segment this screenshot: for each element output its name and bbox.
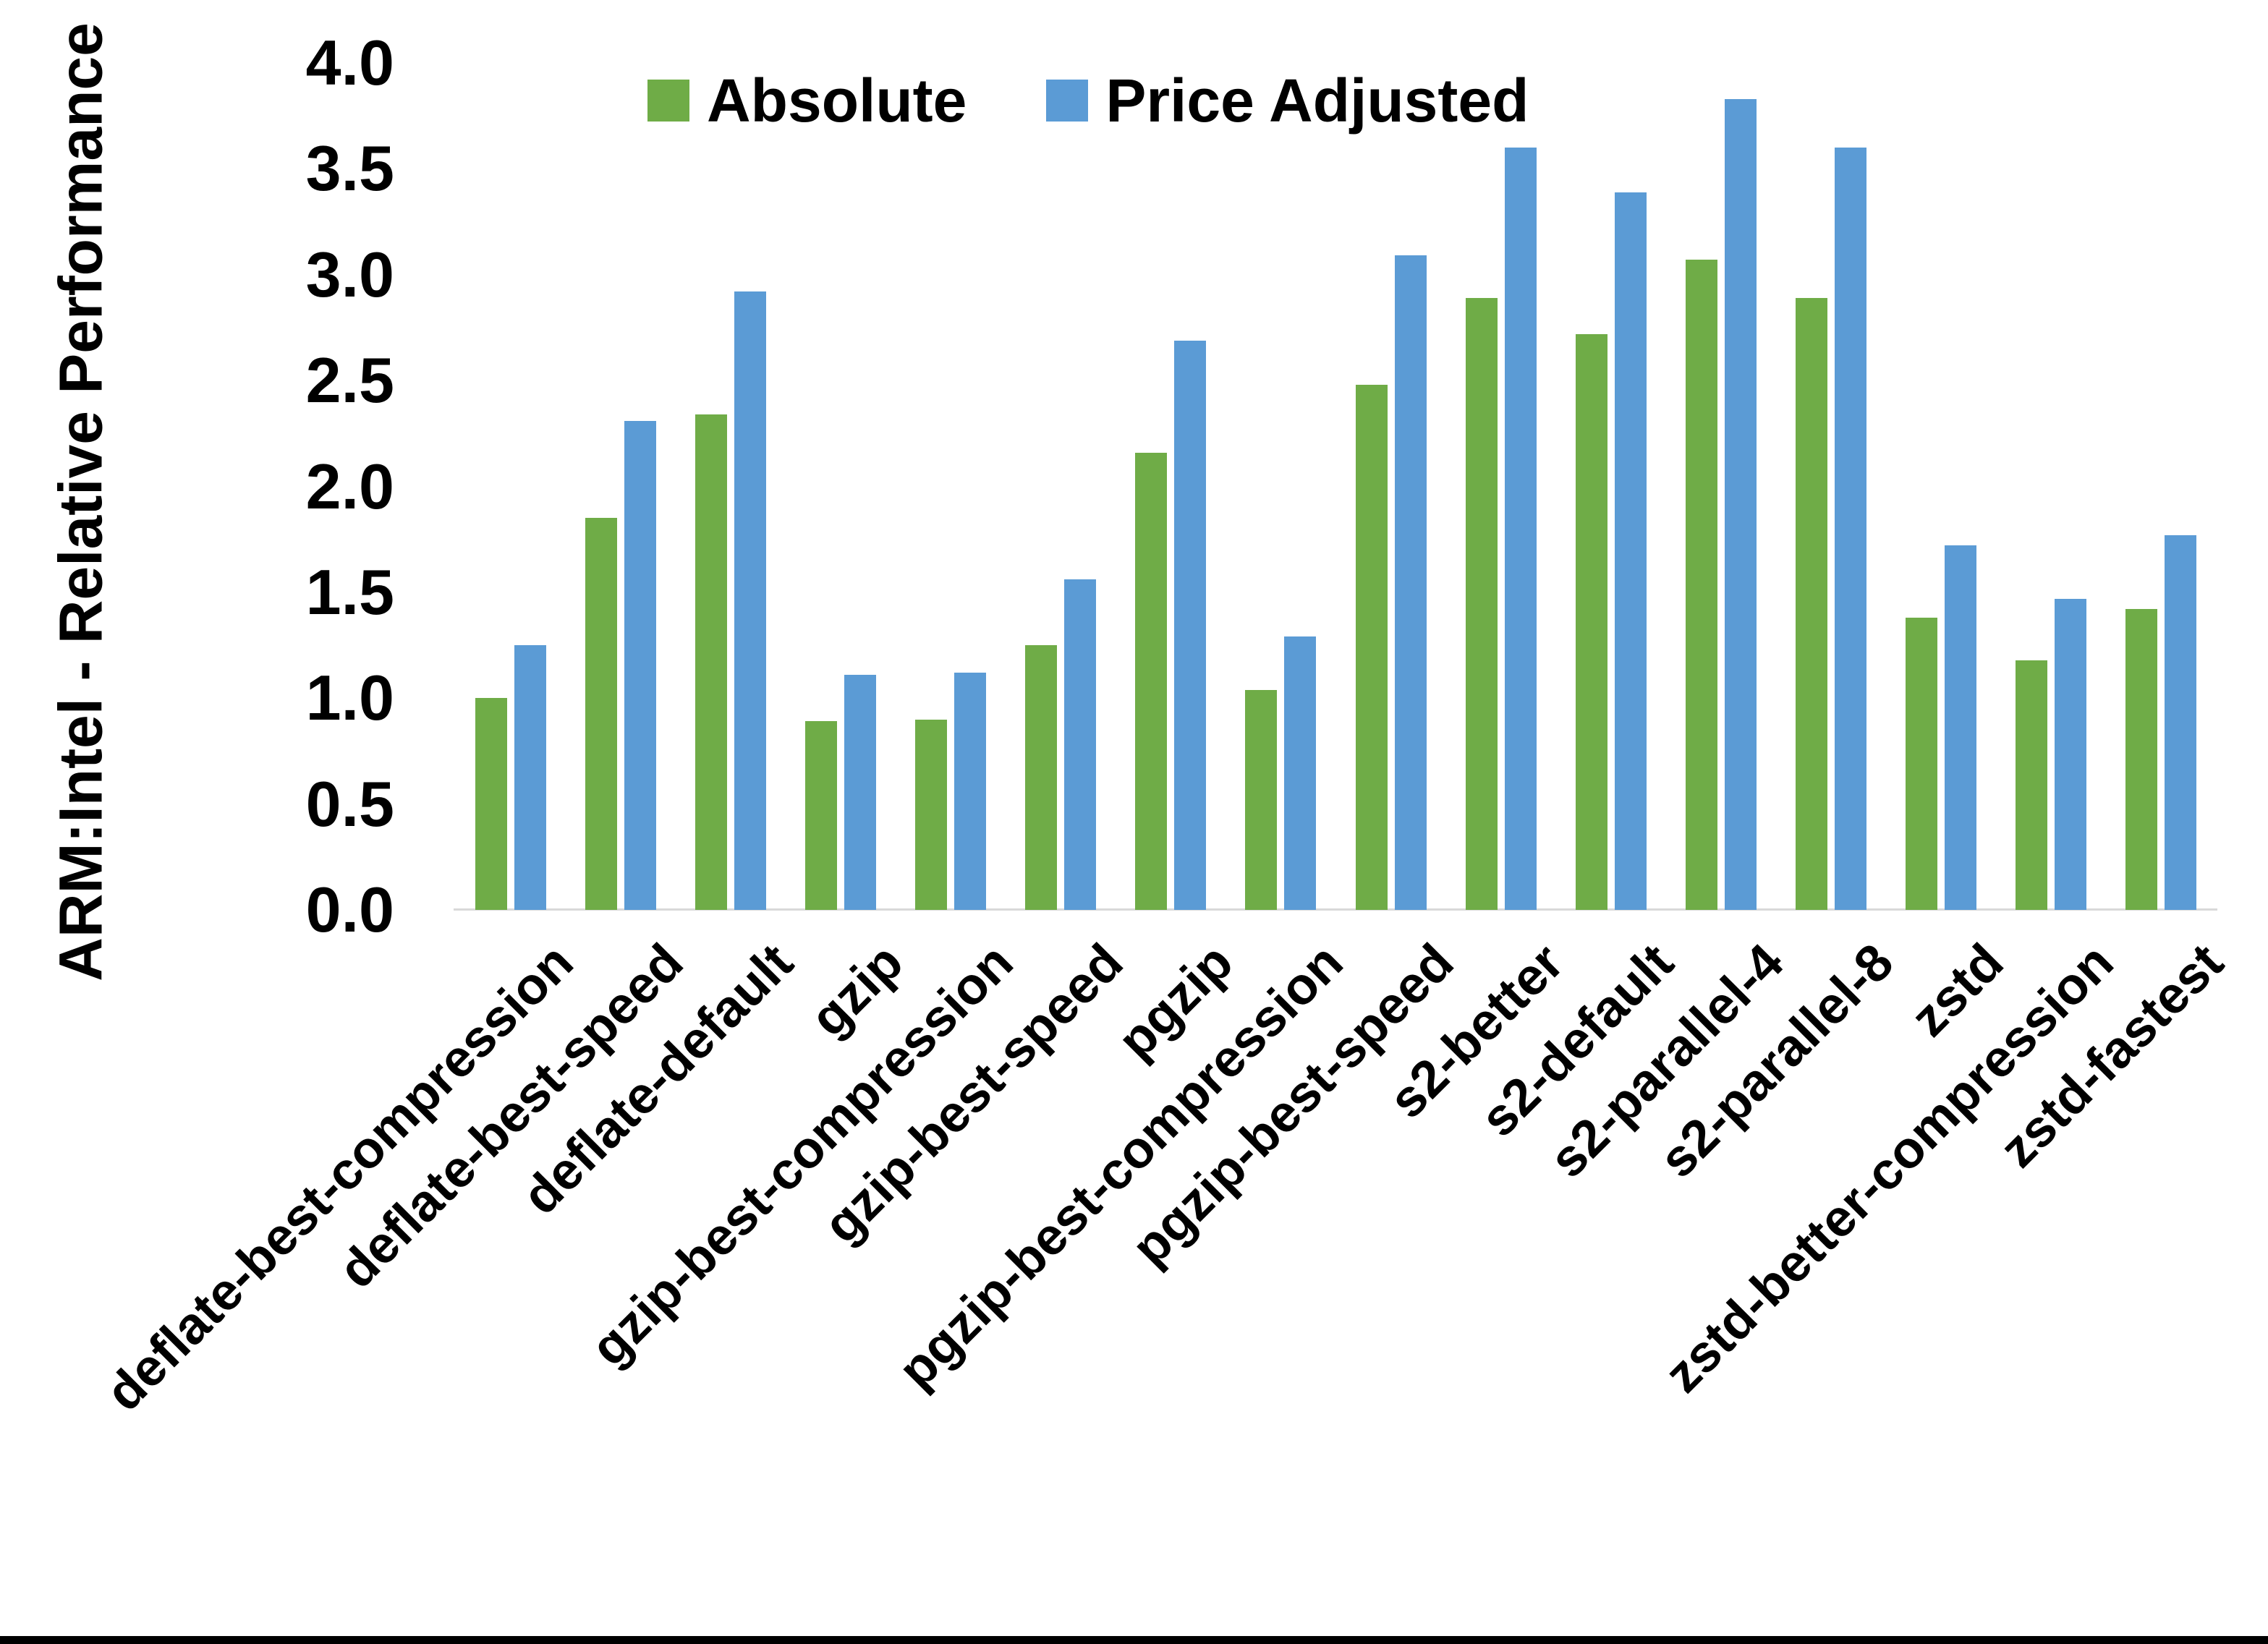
y-tick-label: 3.5 [305, 132, 394, 205]
y-tick-label: 1.5 [305, 555, 394, 628]
bar-price-adjusted [1064, 579, 1097, 910]
bar-absolute [475, 698, 508, 910]
bar-price-adjusted [1614, 192, 1647, 910]
bar-absolute [1355, 384, 1388, 910]
bar-absolute [1795, 297, 1827, 910]
y-tick-label: 4.0 [305, 27, 394, 98]
bar-price-adjusted [514, 645, 547, 910]
bar-absolute [2015, 660, 2047, 910]
bar-price-adjusted [734, 291, 767, 910]
bar-price-adjusted [2164, 534, 2196, 910]
y-tick-label: 0.0 [305, 874, 394, 945]
bottom-border [0, 1636, 2268, 1644]
legend-label: Absolute [707, 67, 967, 135]
legend-swatch [647, 80, 689, 122]
y-axis-title: ARM:Intel - Relative Performance [46, 22, 115, 981]
bar-absolute [915, 719, 948, 910]
legend: Absolute Price Adjusted [647, 67, 1529, 135]
bar-absolute [585, 518, 618, 910]
bar-absolute [805, 721, 838, 910]
bar-price-adjusted [844, 675, 877, 910]
bar-absolute [1575, 333, 1607, 910]
bar-absolute [1685, 260, 1717, 910]
bar-absolute [1025, 645, 1058, 910]
legend-item: Absolute [647, 67, 967, 135]
plot-area [456, 63, 2216, 910]
bar-price-adjusted [624, 420, 657, 910]
x-axis-line [454, 908, 2217, 911]
y-tick-label: 3.0 [305, 238, 394, 310]
bar-absolute [1135, 452, 1168, 910]
bar-price-adjusted [954, 673, 987, 910]
legend-label: Price Adjusted [1105, 67, 1529, 135]
bar-absolute [2125, 609, 2157, 910]
bar-absolute [695, 414, 728, 910]
bar-price-adjusted [1174, 340, 1207, 910]
x-tick-label: deflate-best-compression [95, 933, 585, 1423]
y-tick-label: 0.5 [305, 767, 394, 840]
y-tick-label: 2.5 [305, 344, 394, 417]
bar-absolute [1245, 689, 1278, 910]
bar-price-adjusted [1394, 255, 1427, 910]
legend-swatch [1046, 80, 1089, 122]
bar-price-adjusted [1944, 545, 1976, 910]
bar-price-adjusted [1284, 636, 1317, 910]
y-tick-label: 2.0 [305, 450, 394, 522]
bar-price-adjusted [1724, 98, 1757, 910]
bar-price-adjusted [1834, 148, 1866, 910]
y-tick-label: 1.0 [305, 662, 394, 734]
bar-price-adjusted [2054, 598, 2086, 910]
bar-price-adjusted [1504, 148, 1537, 910]
bar-absolute [1465, 297, 1498, 910]
bar-absolute [1905, 618, 1937, 910]
legend-item: Price Adjusted [1046, 67, 1529, 135]
